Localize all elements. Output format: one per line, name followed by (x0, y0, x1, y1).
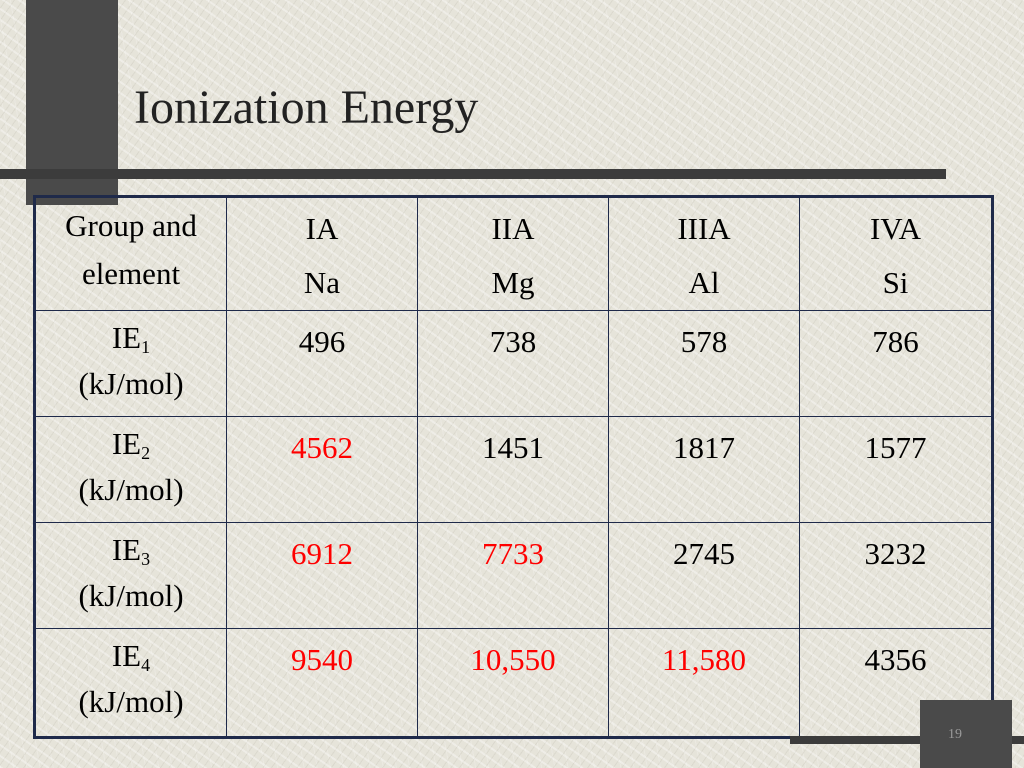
table-row-ie1: IE1 (kJ/mol) 496 738 578 786 (34, 310, 993, 417)
group-label: IIA (491, 211, 535, 246)
table-row-ie4: IE4 (kJ/mol) 9540 10,550 11,580 4356 (34, 628, 993, 738)
table-header-row: Group and element IA Na IIA Mg IIIA Al I… (34, 196, 993, 311)
ie-label: IE (111, 638, 142, 673)
value-cell: 4356 (799, 628, 993, 738)
value-cell: 578 (608, 310, 800, 417)
value-cell: 11,580 (608, 628, 800, 738)
value-cell: 6912 (226, 522, 418, 629)
ionization-energy-table: Group and element IA Na IIA Mg IIIA Al I… (33, 195, 994, 739)
slide-title: Ionization Energy (134, 81, 479, 134)
value-cell: 9540 (226, 628, 418, 738)
row-label-cell: IE4 (kJ/mol) (34, 628, 227, 738)
header-label-line1: Group and (65, 208, 197, 243)
group-label: IA (305, 211, 339, 246)
group-label: IVA (869, 211, 922, 246)
row-label-cell: IE3 (kJ/mol) (34, 522, 227, 629)
element-symbol: Si (882, 265, 909, 300)
value-cell: 738 (417, 310, 609, 417)
ie-subscript: 4 (141, 655, 151, 675)
group-label: IIIA (677, 211, 731, 246)
element-symbol: Na (303, 265, 341, 300)
value-cell: 3232 (799, 522, 993, 629)
unit-label: (kJ/mol) (78, 578, 184, 613)
decorative-horizontal-bar-top (0, 169, 946, 179)
table-row-ie3: IE3 (kJ/mol) 6912 7733 2745 3232 (34, 522, 993, 629)
header-col-mg: IIA Mg (417, 196, 609, 311)
table-row-ie2: IE2 (kJ/mol) 4562 1451 1817 1577 (34, 416, 993, 523)
header-col-si: IVA Si (799, 196, 993, 311)
unit-label: (kJ/mol) (78, 684, 184, 719)
decorative-vertical-bar-bottom (920, 700, 1012, 768)
value-cell: 4562 (226, 416, 418, 523)
ie-label: IE (111, 532, 142, 567)
header-col-na: IA Na (226, 196, 418, 311)
value-cell: 1451 (417, 416, 609, 523)
unit-label: (kJ/mol) (78, 472, 184, 507)
ie-label: IE (111, 426, 142, 461)
slide-number: 19 (948, 727, 962, 742)
element-symbol: Mg (491, 265, 535, 300)
unit-label: (kJ/mol) (78, 366, 184, 401)
value-cell: 1577 (799, 416, 993, 523)
value-cell: 496 (226, 310, 418, 417)
ie-subscript: 2 (141, 443, 151, 463)
row-label-cell: IE1 (kJ/mol) (34, 310, 227, 417)
header-col-al: IIIA Al (608, 196, 800, 311)
ie-subscript: 1 (141, 337, 151, 357)
value-cell: 1817 (608, 416, 800, 523)
decorative-horizontal-bar-bottom (790, 736, 1024, 744)
ie-subscript: 3 (141, 549, 151, 569)
value-cell: 7733 (417, 522, 609, 629)
header-label-cell: Group and element (34, 196, 227, 311)
value-cell: 786 (799, 310, 993, 417)
value-cell: 10,550 (417, 628, 609, 738)
element-symbol: Al (688, 265, 720, 300)
row-label-cell: IE2 (kJ/mol) (34, 416, 227, 523)
header-label-line2: element (81, 256, 181, 291)
value-cell: 2745 (608, 522, 800, 629)
ie-label: IE (111, 320, 142, 355)
